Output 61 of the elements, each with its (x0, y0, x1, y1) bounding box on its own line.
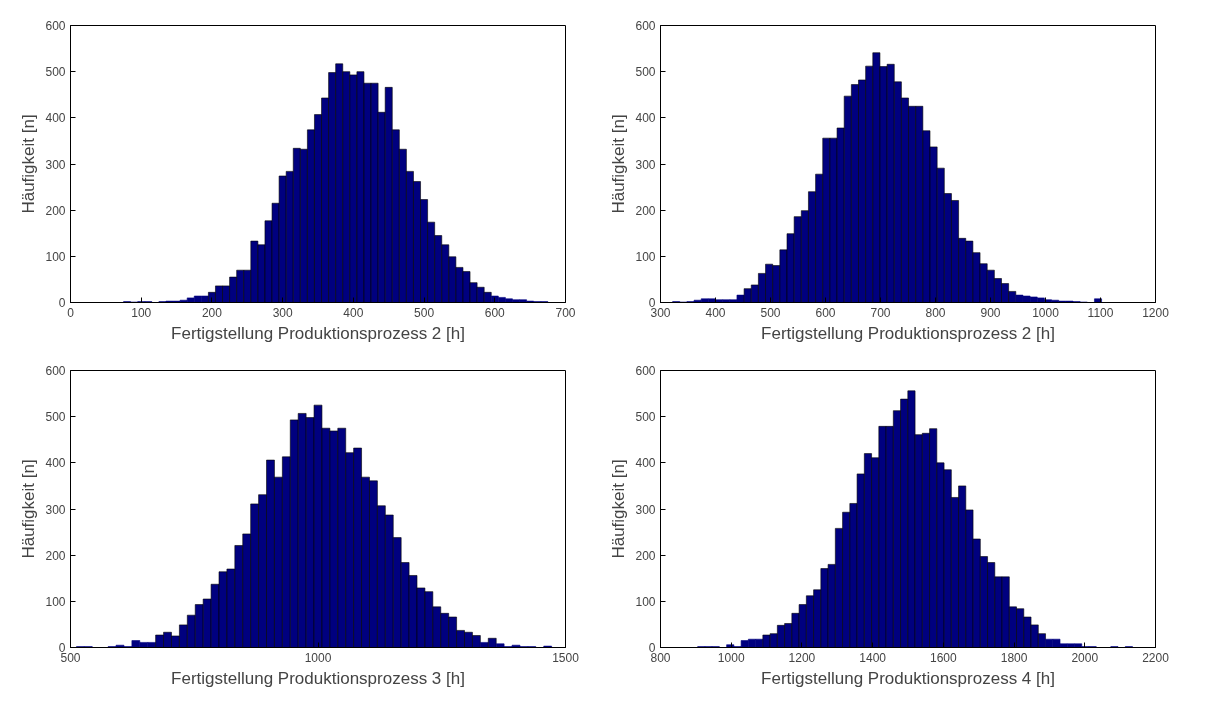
x-tick-label: 600 (484, 305, 506, 320)
y-tick-label: 400 (45, 111, 66, 126)
x-tick-label: 500 (760, 305, 781, 320)
y-tick-label: 100 (635, 594, 656, 609)
y-tick-label: 100 (635, 249, 656, 264)
y-tick-label: 300 (45, 502, 66, 517)
y-tick-label: 400 (635, 456, 656, 471)
y-tick-label: 500 (635, 65, 656, 80)
x-tick-label: 300 (272, 305, 293, 320)
y-tick-label: 100 (45, 594, 66, 609)
x-tick-label: 1600 (930, 650, 958, 665)
y-axis-title: Häufigkeit [n] (19, 459, 39, 559)
x-tick-label: 600 (815, 305, 836, 320)
y-axis-title: Häufigkeit [n] (19, 114, 39, 214)
y-tick-label: 400 (635, 111, 656, 126)
x-axis-title: Fertigstellung Produktionsprozess 3 [h] (171, 668, 465, 688)
y-tick-label: 0 (648, 641, 656, 655)
y-tick-label: 600 (45, 364, 66, 378)
x-axis-title: Fertigstellung Produktionsprozess 2 [h] (761, 323, 1055, 343)
x-tick-label: 1400 (859, 650, 887, 665)
y-axis-title: Häufigkeit [n] (609, 459, 629, 559)
x-axis-title: Fertigstellung Produktionsprozess 4 [h] (761, 668, 1055, 688)
x-tick-label: 800 (925, 305, 946, 320)
x-tick-label: 100 (131, 305, 152, 320)
x-tick-label: 700 (555, 305, 576, 320)
x-tick-label: 1000 (717, 650, 745, 665)
x-tick-label: 1800 (1000, 650, 1028, 665)
x-tick-label: 700 (870, 305, 891, 320)
y-tick-label: 400 (45, 456, 66, 471)
x-tick-label: 1100 (1087, 305, 1114, 320)
y-tick-label: 500 (45, 65, 66, 80)
x-tick-label: 400 (343, 305, 364, 320)
y-tick-label: 300 (635, 157, 656, 172)
x-tick-label: 2000 (1071, 650, 1099, 665)
y-tick-label: 200 (45, 548, 66, 563)
y-tick-label: 500 (635, 410, 656, 425)
y-tick-label: 200 (635, 548, 656, 563)
y-tick-label: 200 (45, 203, 66, 218)
x-tick-label: 1200 (788, 650, 816, 665)
y-tick-label: 200 (635, 203, 656, 218)
x-tick-label: 1000 (1032, 305, 1060, 320)
x-tick-label: 1500 (552, 650, 580, 665)
x-axis-title: Fertigstellung Produktionsprozess 2 [h] (171, 323, 465, 343)
x-tick-label: 2200 (1142, 650, 1170, 665)
x-tick-label: 500 (414, 305, 435, 320)
y-tick-label: 0 (58, 296, 66, 310)
x-tick-label: 900 (980, 305, 1001, 320)
y-tick-label: 500 (45, 410, 66, 425)
y-tick-label: 600 (45, 19, 66, 33)
y-tick-label: 600 (635, 364, 656, 378)
x-tick-label: 200 (201, 305, 223, 320)
y-tick-label: 0 (648, 296, 656, 310)
y-tick-label: 300 (45, 157, 66, 172)
y-axis-title: Häufigkeit [n] (609, 114, 629, 214)
y-tick-label: 0 (58, 641, 66, 655)
y-tick-label: 100 (45, 249, 66, 264)
x-tick-label: 400 (705, 305, 726, 320)
y-tick-label: 300 (635, 502, 656, 517)
x-tick-label: 1200 (1142, 305, 1170, 320)
x-tick-label: 1000 (304, 650, 332, 665)
y-tick-label: 600 (635, 19, 656, 33)
